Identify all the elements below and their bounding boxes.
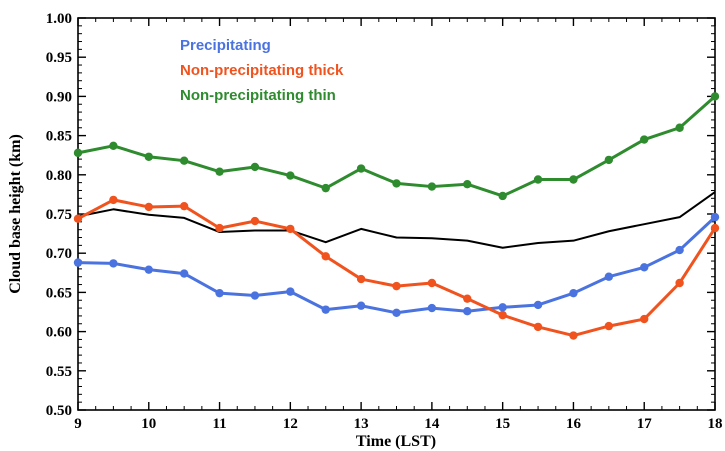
data-point-non-precipitating-thin [498,191,507,201]
x-tick-label: 13 [354,416,369,432]
legend-entry: Non-precipitating thick [180,62,344,79]
x-tick-label: 12 [283,416,298,432]
data-point-precipitating [179,269,189,278]
x-tick-label: 11 [212,416,226,432]
data-point-precipitating [215,288,224,298]
data-point-non-precipitating-thick [675,278,684,288]
x-tick-label: 18 [708,416,723,432]
data-point-non-precipitating-thin [250,162,260,172]
data-point-precipitating [569,288,578,298]
data-point-precipitating [604,272,614,281]
data-point-precipitating [640,263,649,272]
data-point-precipitating [250,291,260,300]
x-axis-title: Time (LST) [356,433,436,450]
x-tick-label: 9 [74,416,82,432]
y-tick-label: 0.90 [46,89,72,105]
data-point-non-precipitating-thick [356,274,366,284]
legend-entry: Non-precipitating thin [180,87,336,104]
data-point-non-precipitating-thin [73,148,83,158]
data-point-non-precipitating-thin [675,123,684,132]
data-point-non-precipitating-thin [179,156,189,165]
y-tick-label: 1.00 [46,11,72,27]
data-point-precipitating [427,303,437,313]
x-tick-label: 16 [566,416,582,432]
data-point-non-precipitating-thin [463,180,472,189]
y-axis-title: Cloud base height (km) [7,134,24,294]
y-tick-label: 0.55 [46,364,72,380]
data-point-non-precipitating-thin [640,135,649,144]
data-point-non-precipitating-thick [250,216,260,226]
data-point-non-precipitating-thick [710,223,720,233]
data-point-non-precipitating-thick [144,202,153,212]
data-point-non-precipitating-thick [321,252,330,261]
data-point-non-precipitating-thin [427,182,437,191]
data-point-precipitating [321,305,330,314]
series-lines [77,95,717,338]
data-point-non-precipitating-thick [569,331,578,340]
x-tick-label: 17 [637,416,653,432]
x-tick-label: 10 [141,416,156,432]
data-point-non-precipitating-thick [109,195,118,205]
data-point-non-precipitating-thin [215,167,224,176]
plot-frame [77,17,716,411]
y-tick-label: 0.65 [46,285,72,301]
series-markers [73,92,720,340]
data-point-precipitating [144,265,153,274]
x-tick-label: 15 [495,416,510,432]
data-point-precipitating [286,287,295,296]
data-point-non-precipitating-thick [604,321,614,331]
y-tick-label: 0.50 [46,403,72,419]
data-point-precipitating [498,303,507,312]
y-tick-label: 0.75 [46,207,72,223]
y-tick-label: 0.95 [46,50,72,66]
data-point-non-precipitating-thick [427,278,437,288]
data-point-non-precipitating-thick [73,214,83,223]
data-point-non-precipitating-thin [569,175,578,184]
y-tick-label: 0.80 [46,168,72,184]
data-point-non-precipitating-thin [109,141,118,150]
data-point-non-precipitating-thin [286,171,295,180]
data-point-non-precipitating-thick [640,314,649,324]
data-point-non-precipitating-thin [533,175,543,184]
data-point-non-precipitating-thin [144,152,153,161]
x-tick-label: 14 [424,416,440,432]
data-point-precipitating [109,259,118,268]
data-point-precipitating [533,300,543,310]
y-axis-ticks: 0.50 0.55 0.60 0.65 0.70 0.75 0.80 0.85 0.90 0.95… [46,11,715,419]
x-axis-ticks: 9 10 11 12 13 14 15 16 17 18 [74,18,723,432]
data-point-non-precipitating-thick [533,322,543,332]
data-point-non-precipitating-thin [710,92,720,101]
legend: Precipitating Non-precipitating thick Non-… [180,37,344,104]
data-point-precipitating [392,308,401,317]
data-point-non-precipitating-thin [604,155,614,165]
data-point-precipitating [73,258,83,267]
data-point-precipitating [710,212,720,222]
data-point-non-precipitating-thin [392,179,401,188]
data-point-precipitating [463,307,472,316]
data-point-non-precipitating-thin [356,164,366,173]
data-point-non-precipitating-thin [321,183,330,193]
data-point-non-precipitating-thick [286,224,295,234]
data-point-non-precipitating-thick [463,294,472,303]
legend-entry: Precipitating [180,37,271,54]
data-point-precipitating [356,301,366,310]
data-point-non-precipitating-thick [498,310,507,320]
data-point-non-precipitating-thick [215,223,224,233]
data-point-non-precipitating-thick [392,281,401,291]
y-tick-label: 0.70 [46,246,72,262]
series-line-precipitating [77,216,717,315]
y-tick-label: 0.60 [46,325,72,341]
y-tick-label: 0.85 [46,129,72,145]
data-point-non-precipitating-thick [179,201,189,211]
series-line-reference [77,191,716,249]
data-point-precipitating [675,245,684,255]
